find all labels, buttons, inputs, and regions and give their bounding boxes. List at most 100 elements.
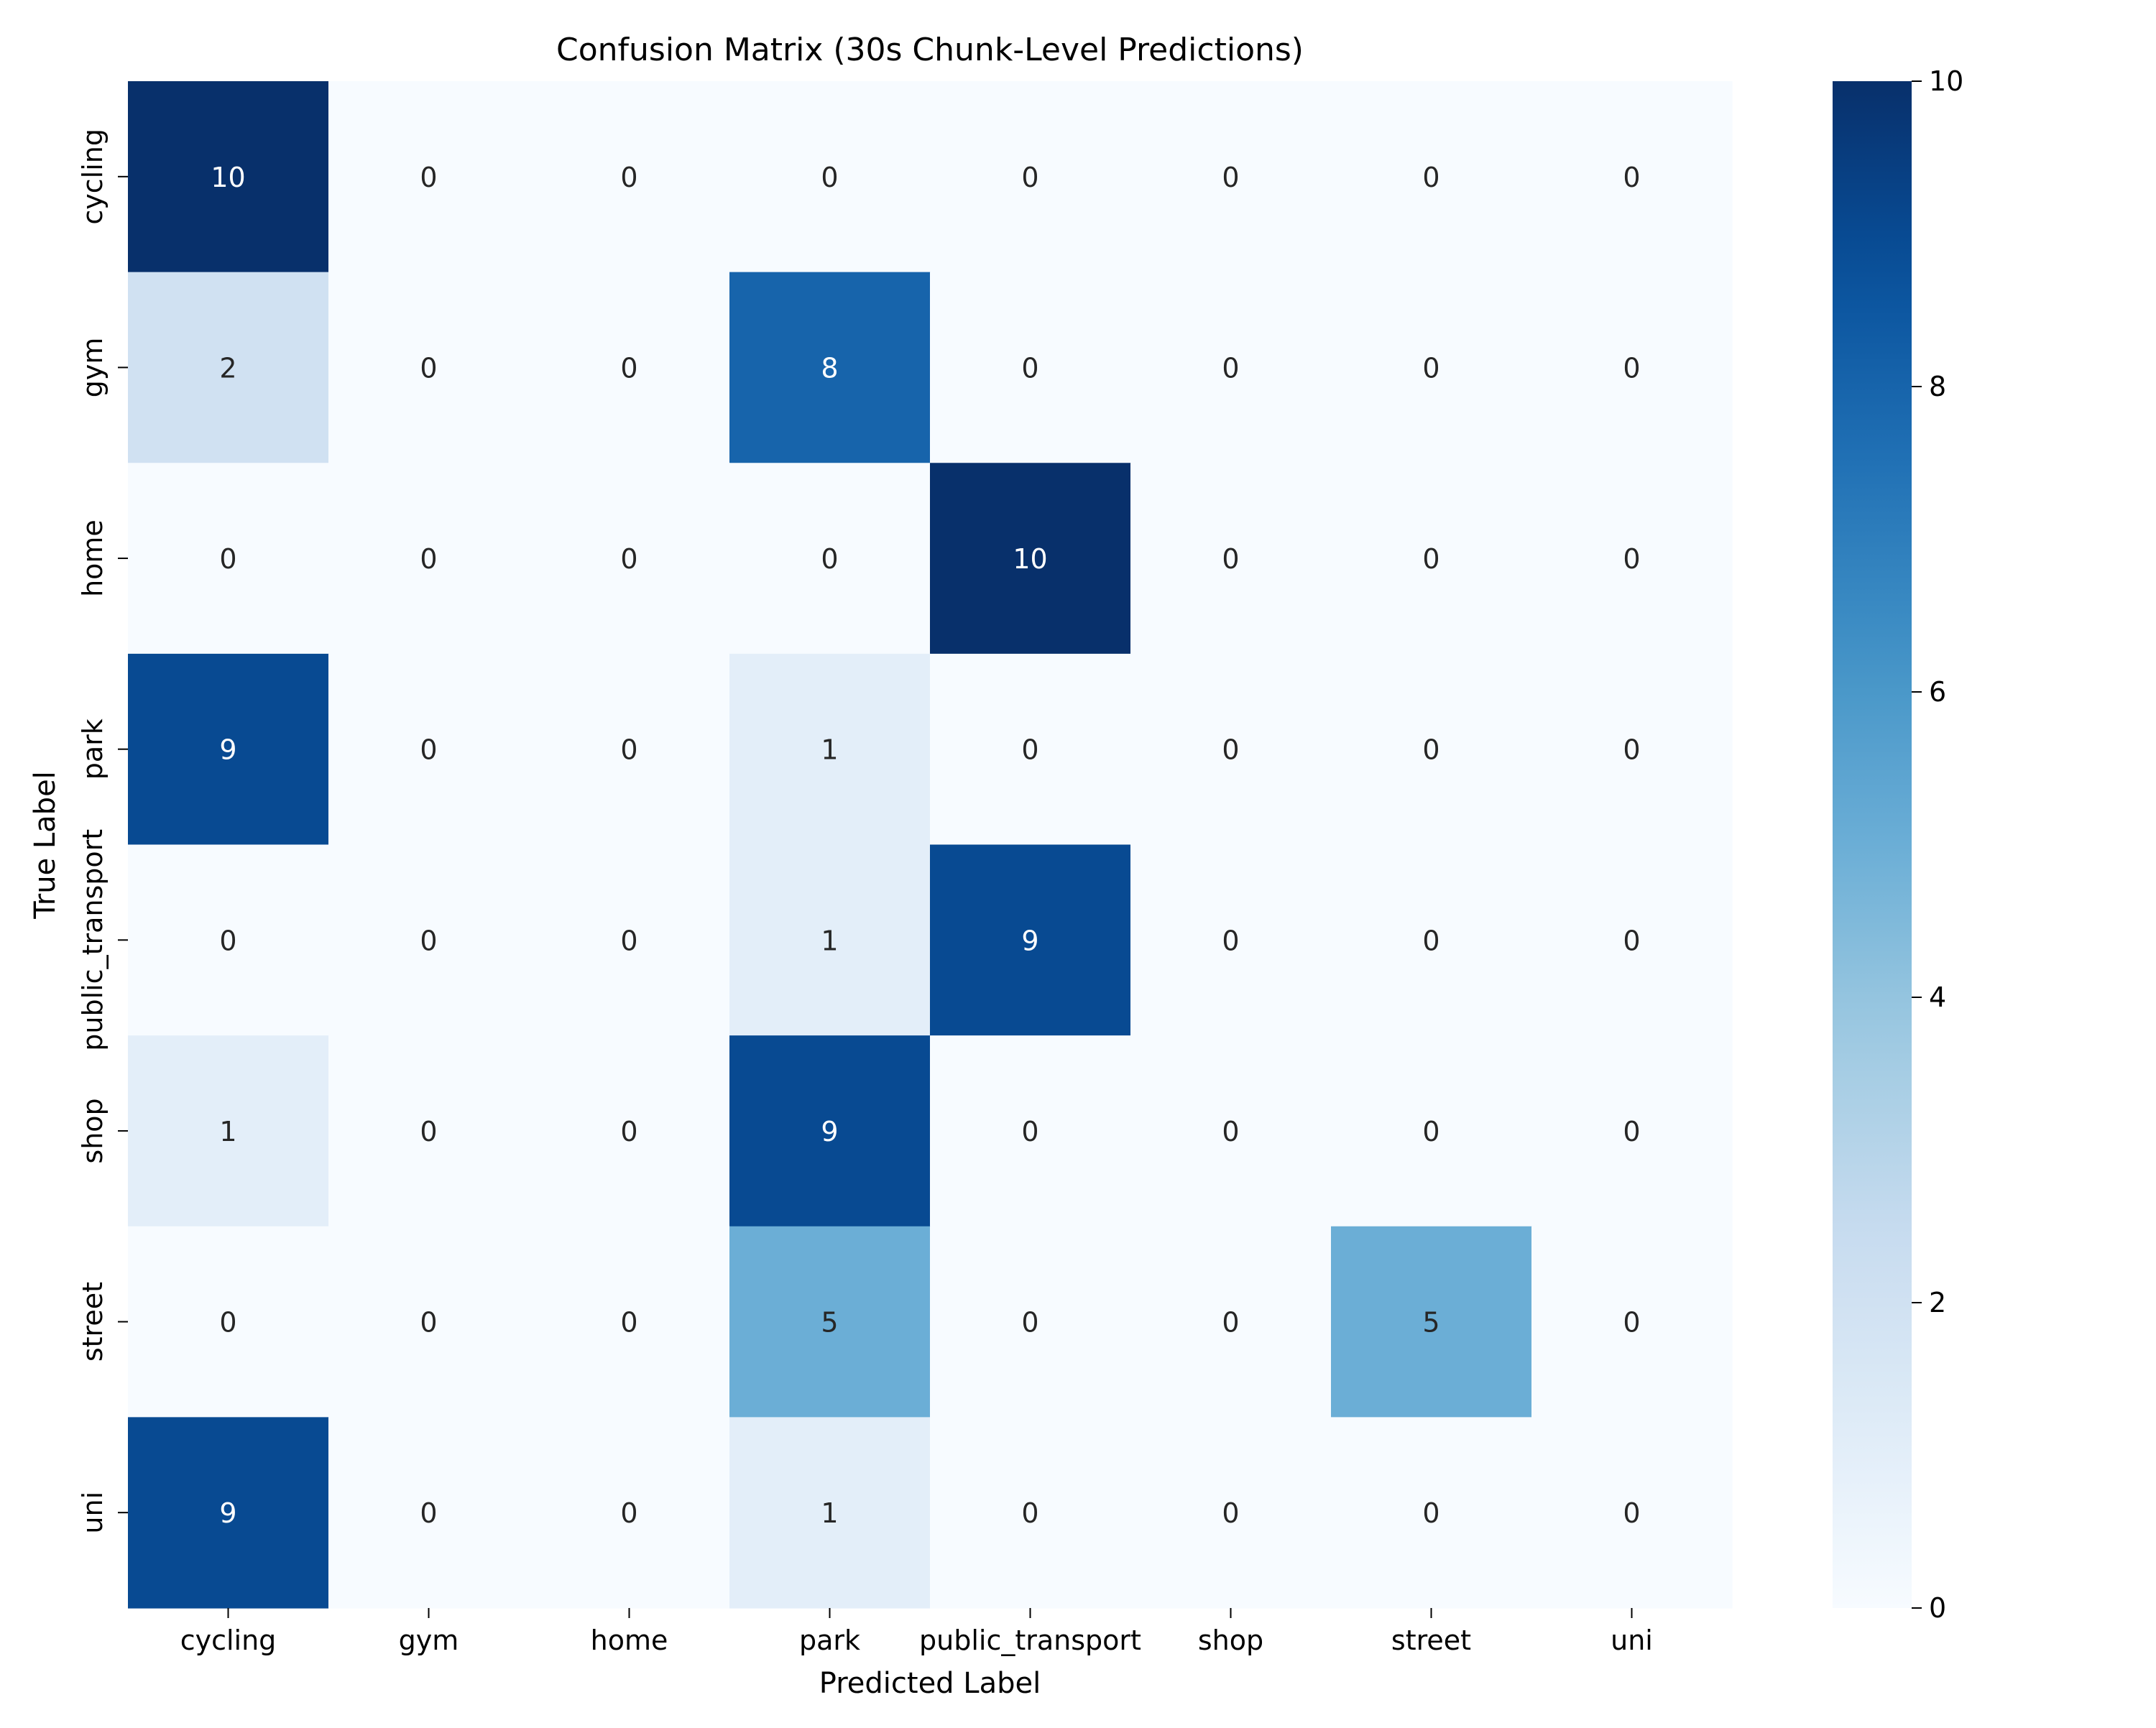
cell-value-label: 0 [420,925,437,956]
cell-value-label: 0 [1021,162,1038,193]
x-tick-label: home [591,1625,668,1656]
heatmap-cell [328,844,530,1036]
x-tick-label: park [799,1625,860,1656]
heatmap-cell [1331,81,1532,273]
x-axis-label: Predicted Label [819,1667,1041,1700]
heatmap-cell [729,81,931,273]
cell-value-label: 0 [420,352,437,384]
heatmap-cell [328,463,530,655]
cell-value-label: 5 [821,1307,838,1339]
cell-value-label: 9 [219,1497,236,1529]
cell-value-label: 0 [1422,1497,1439,1529]
cell-value-label: 0 [1623,925,1640,956]
cell-value-label: 0 [219,1307,236,1339]
cell-value-label: 0 [1021,352,1038,384]
heatmap-cell [328,1417,530,1609]
cell-value-label: 0 [420,1116,437,1147]
heatmap-cell [328,1035,530,1227]
cell-value-label: 0 [620,1116,637,1147]
cell-value-label: 0 [1623,1307,1640,1339]
cell-value-label: 0 [1623,734,1640,766]
y-tick-label: park [77,719,109,780]
heatmap-cell [930,844,1131,1036]
heatmap-cell [128,1035,329,1227]
heatmap-cell [128,653,329,846]
cell-value-label: 9 [1021,925,1038,956]
heatmap-cell [930,1417,1131,1609]
heatmap-cell [1331,844,1532,1036]
heatmap-cell [1331,1035,1532,1227]
colorbar-tick-label: 4 [1929,981,1946,1013]
cell-value-label: 0 [1021,1497,1038,1529]
heatmap-cell [1130,1035,1332,1227]
heatmap-cell [1531,1035,1733,1227]
cell-value-label: 0 [219,925,236,956]
cell-value-label: 0 [219,543,236,575]
heatmap-cell [930,81,1131,273]
x-tick-label: cycling [180,1625,277,1656]
heatmap-cell [1130,272,1332,463]
y-tick-label: shop [77,1098,109,1163]
y-tick-label: public_transport [77,829,109,1051]
heatmap-cell [930,1226,1131,1418]
heatmap-cell [729,844,931,1036]
heatmap-cell [328,1226,530,1418]
cell-value-label: 0 [420,1497,437,1529]
heatmap-cell [529,1035,730,1227]
cell-value-label: 0 [1222,162,1239,193]
heatmap-cell [328,272,530,463]
cell-value-label: 0 [420,543,437,575]
heatmap-cell [128,1417,329,1609]
heatmap-cell [930,272,1131,463]
cell-value-label: 5 [1422,1307,1439,1339]
cell-value-label: 0 [1021,1116,1038,1147]
heatmap-cell [128,844,329,1036]
cell-value-label: 0 [420,734,437,766]
heatmap-cell [930,463,1131,655]
heatmap-cell [529,463,730,655]
heatmap-cell [128,272,329,463]
cell-value-label: 0 [1422,352,1439,384]
cell-value-label: 2 [219,352,236,384]
x-tick-label: uni [1611,1625,1653,1656]
colorbar-tick-label: 2 [1929,1287,1946,1318]
cell-value-label: 0 [1623,352,1640,384]
heatmap-cell [1130,653,1332,846]
cell-value-label: 1 [219,1116,236,1147]
cell-value-label: 10 [1013,543,1047,575]
cell-value-label: 0 [1222,734,1239,766]
cell-value-label: 0 [821,162,838,193]
cell-value-label: 0 [1422,1116,1439,1147]
heatmap-cell [729,1226,931,1418]
cell-value-label: 1 [821,734,838,766]
cell-value-label: 0 [1222,1307,1239,1339]
colorbar-gradient [1833,81,1912,1608]
heatmap-cell [729,1417,931,1609]
heatmap-cell [1331,1226,1532,1418]
cell-value-label: 0 [1222,925,1239,956]
heatmap-cell [1531,653,1733,846]
heatmap-cell [1130,1226,1332,1418]
y-tick-label: home [77,519,109,597]
cell-value-label: 0 [1422,734,1439,766]
cell-value-label: 0 [620,1497,637,1529]
cell-value-label: 0 [620,352,637,384]
cell-value-label: 0 [1623,1497,1640,1529]
heatmap-cell [128,81,329,273]
heatmap-cell [529,1417,730,1609]
heatmap-cell [729,653,931,846]
cell-value-label: 0 [620,1307,637,1339]
colorbar-tick-label: 0 [1929,1592,1946,1624]
cell-value-label: 0 [620,734,637,766]
cell-value-label: 0 [1422,925,1439,956]
heatmap-cell [1531,844,1733,1036]
cell-value-label: 0 [1222,1497,1239,1529]
cell-value-label: 0 [620,543,637,575]
heatmap-cell [930,1035,1131,1227]
cell-value-label: 0 [620,162,637,193]
y-tick-label: gym [77,338,109,398]
cell-value-label: 0 [1021,734,1038,766]
heatmap-cell [529,81,730,273]
